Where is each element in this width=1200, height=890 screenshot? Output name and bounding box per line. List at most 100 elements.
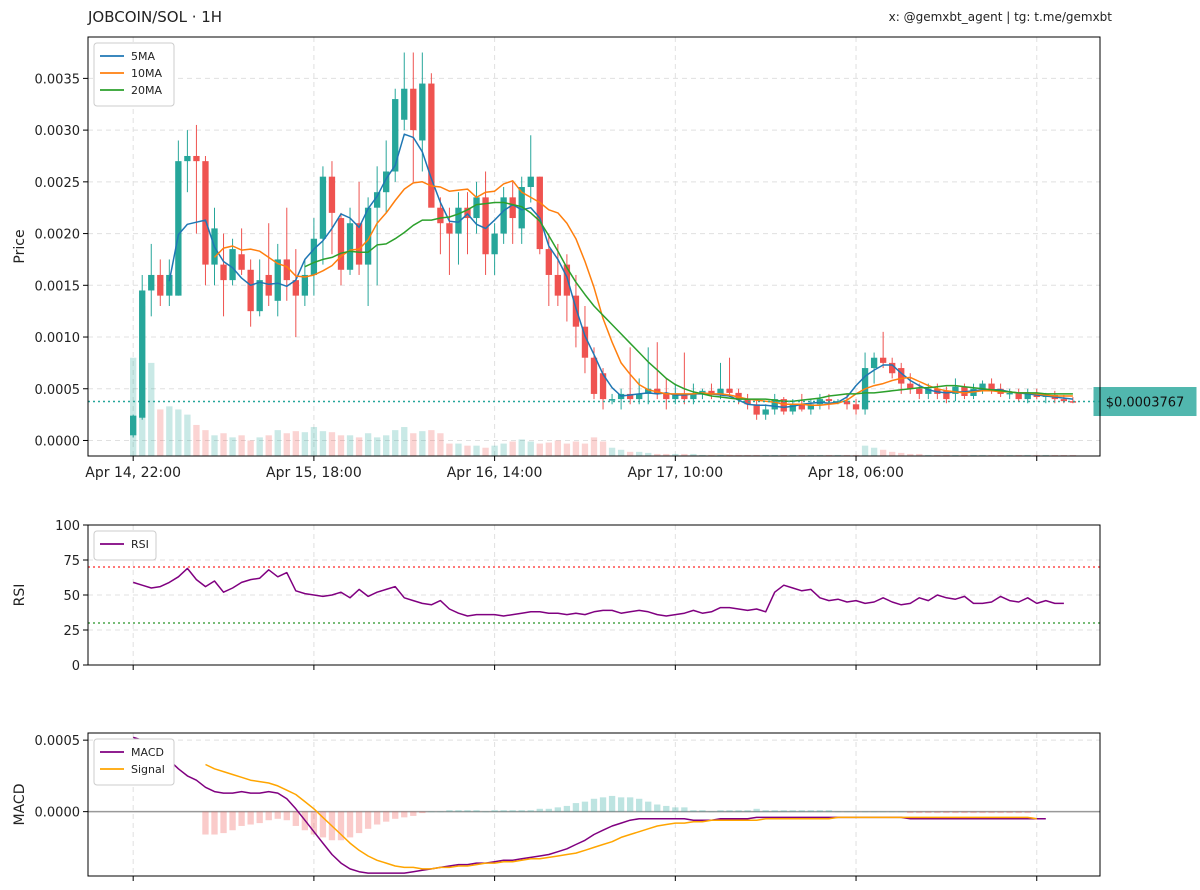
macd-histogram-bar <box>771 810 778 812</box>
volume-bar <box>310 427 318 456</box>
volume-bar <box>789 454 796 456</box>
volume-bar <box>744 454 751 456</box>
candle-body <box>1024 392 1031 400</box>
macd-histogram-bar <box>672 807 679 812</box>
macd-histogram-bar <box>952 811 959 814</box>
volume-bar <box>166 406 173 456</box>
candle-body <box>301 274 309 296</box>
macd-histogram-bar <box>925 811 932 814</box>
volume-bar <box>509 441 516 456</box>
candle-body <box>193 155 200 162</box>
macd-legend-label: Signal <box>131 763 165 776</box>
signal-line <box>205 763 1037 870</box>
macd-histogram-bar <box>717 810 724 812</box>
volume-bar <box>1006 454 1013 456</box>
candle-body <box>184 155 191 162</box>
rsi-ytick-label: 75 <box>63 554 80 569</box>
volume-bar <box>997 454 1004 456</box>
macd-histogram-bar <box>1033 811 1040 813</box>
volume-bar <box>211 435 218 456</box>
candle-body <box>247 269 254 312</box>
volume-bar <box>690 453 697 456</box>
volume-bar <box>599 441 607 456</box>
price-xtick-label: Apr 16, 14:00 <box>447 465 543 481</box>
volume-bar <box>346 435 354 456</box>
candle-body <box>581 326 589 358</box>
price-legend-label: 20MA <box>131 84 162 97</box>
macd-histogram-bar <box>581 801 589 812</box>
volume-bar <box>816 454 824 456</box>
macd-histogram-bar <box>292 811 299 826</box>
volume-bar <box>337 435 345 456</box>
candle-body <box>717 388 724 395</box>
macd-histogram-bar <box>518 810 525 812</box>
volume-bar <box>392 430 399 456</box>
macd-histogram-bar <box>1024 811 1031 814</box>
volume-bar <box>780 454 787 456</box>
macd-histogram-bar <box>283 811 290 821</box>
candle-body <box>780 399 787 412</box>
rsi-ytick-label: 0 <box>72 659 80 674</box>
candle-body <box>771 399 778 410</box>
candle-body <box>509 197 516 219</box>
macd-histogram-bar <box>473 810 480 812</box>
macd-histogram-bar <box>645 801 652 812</box>
macd-histogram-bar <box>554 807 562 812</box>
candle-body <box>753 404 760 415</box>
candle-body <box>599 373 607 400</box>
macd-histogram-bar <box>726 810 733 812</box>
volume-bar <box>807 454 815 456</box>
candle-body <box>166 274 173 296</box>
macd-histogram-bar <box>536 808 543 812</box>
volume-bar <box>446 443 453 456</box>
volume-bar <box>726 454 733 456</box>
candle-body <box>220 264 227 281</box>
volume-bar <box>834 454 842 456</box>
price-ytick-label: 0.0035 <box>35 72 81 87</box>
volume-bar <box>798 454 805 456</box>
volume-bar <box>455 443 462 456</box>
candle-body <box>175 161 182 296</box>
volume-bar <box>672 453 679 456</box>
rsi-line <box>132 567 1064 617</box>
volume-bar <box>437 433 444 456</box>
candle-body <box>663 393 670 400</box>
volume-bar <box>617 449 625 456</box>
macd-histogram-bar <box>211 811 218 835</box>
volume-bar <box>202 430 209 456</box>
candle-body <box>1069 401 1077 403</box>
candle-body <box>762 409 769 415</box>
candle-body <box>373 192 381 208</box>
volume-bar <box>1024 454 1031 456</box>
volume-bar <box>979 454 986 456</box>
volume-bar <box>753 454 760 456</box>
candle-body <box>988 383 995 391</box>
candle-body <box>925 388 932 394</box>
candle-body <box>383 171 390 193</box>
candle-body <box>798 404 805 410</box>
macd-histogram-bar <box>898 811 905 813</box>
macd-histogram-bar <box>599 797 607 812</box>
macd-histogram-bar <box>970 811 977 814</box>
volume-bar <box>572 441 580 456</box>
price-xtick-label: Apr 14, 22:00 <box>85 465 181 481</box>
candle-body <box>1015 392 1022 400</box>
macd-histogram-bar <box>708 811 715 813</box>
candle-body <box>473 197 480 219</box>
candle-body <box>455 207 462 234</box>
volume-bar <box>130 357 137 456</box>
macd-histogram-bar <box>834 811 842 813</box>
volume-bar <box>771 454 778 456</box>
price-legend-label: 5MA <box>131 50 155 63</box>
macd-histogram-bar <box>608 795 616 812</box>
macd-histogram-bar <box>979 811 986 814</box>
volume-bar <box>473 445 480 456</box>
volume-bar <box>1069 454 1077 456</box>
candle-body <box>256 280 263 312</box>
macd-histogram-bar <box>798 810 805 812</box>
volume-bar <box>907 453 914 456</box>
volume-bar <box>717 454 724 456</box>
macd-histogram-bar <box>355 811 363 834</box>
candle-body <box>491 233 498 255</box>
